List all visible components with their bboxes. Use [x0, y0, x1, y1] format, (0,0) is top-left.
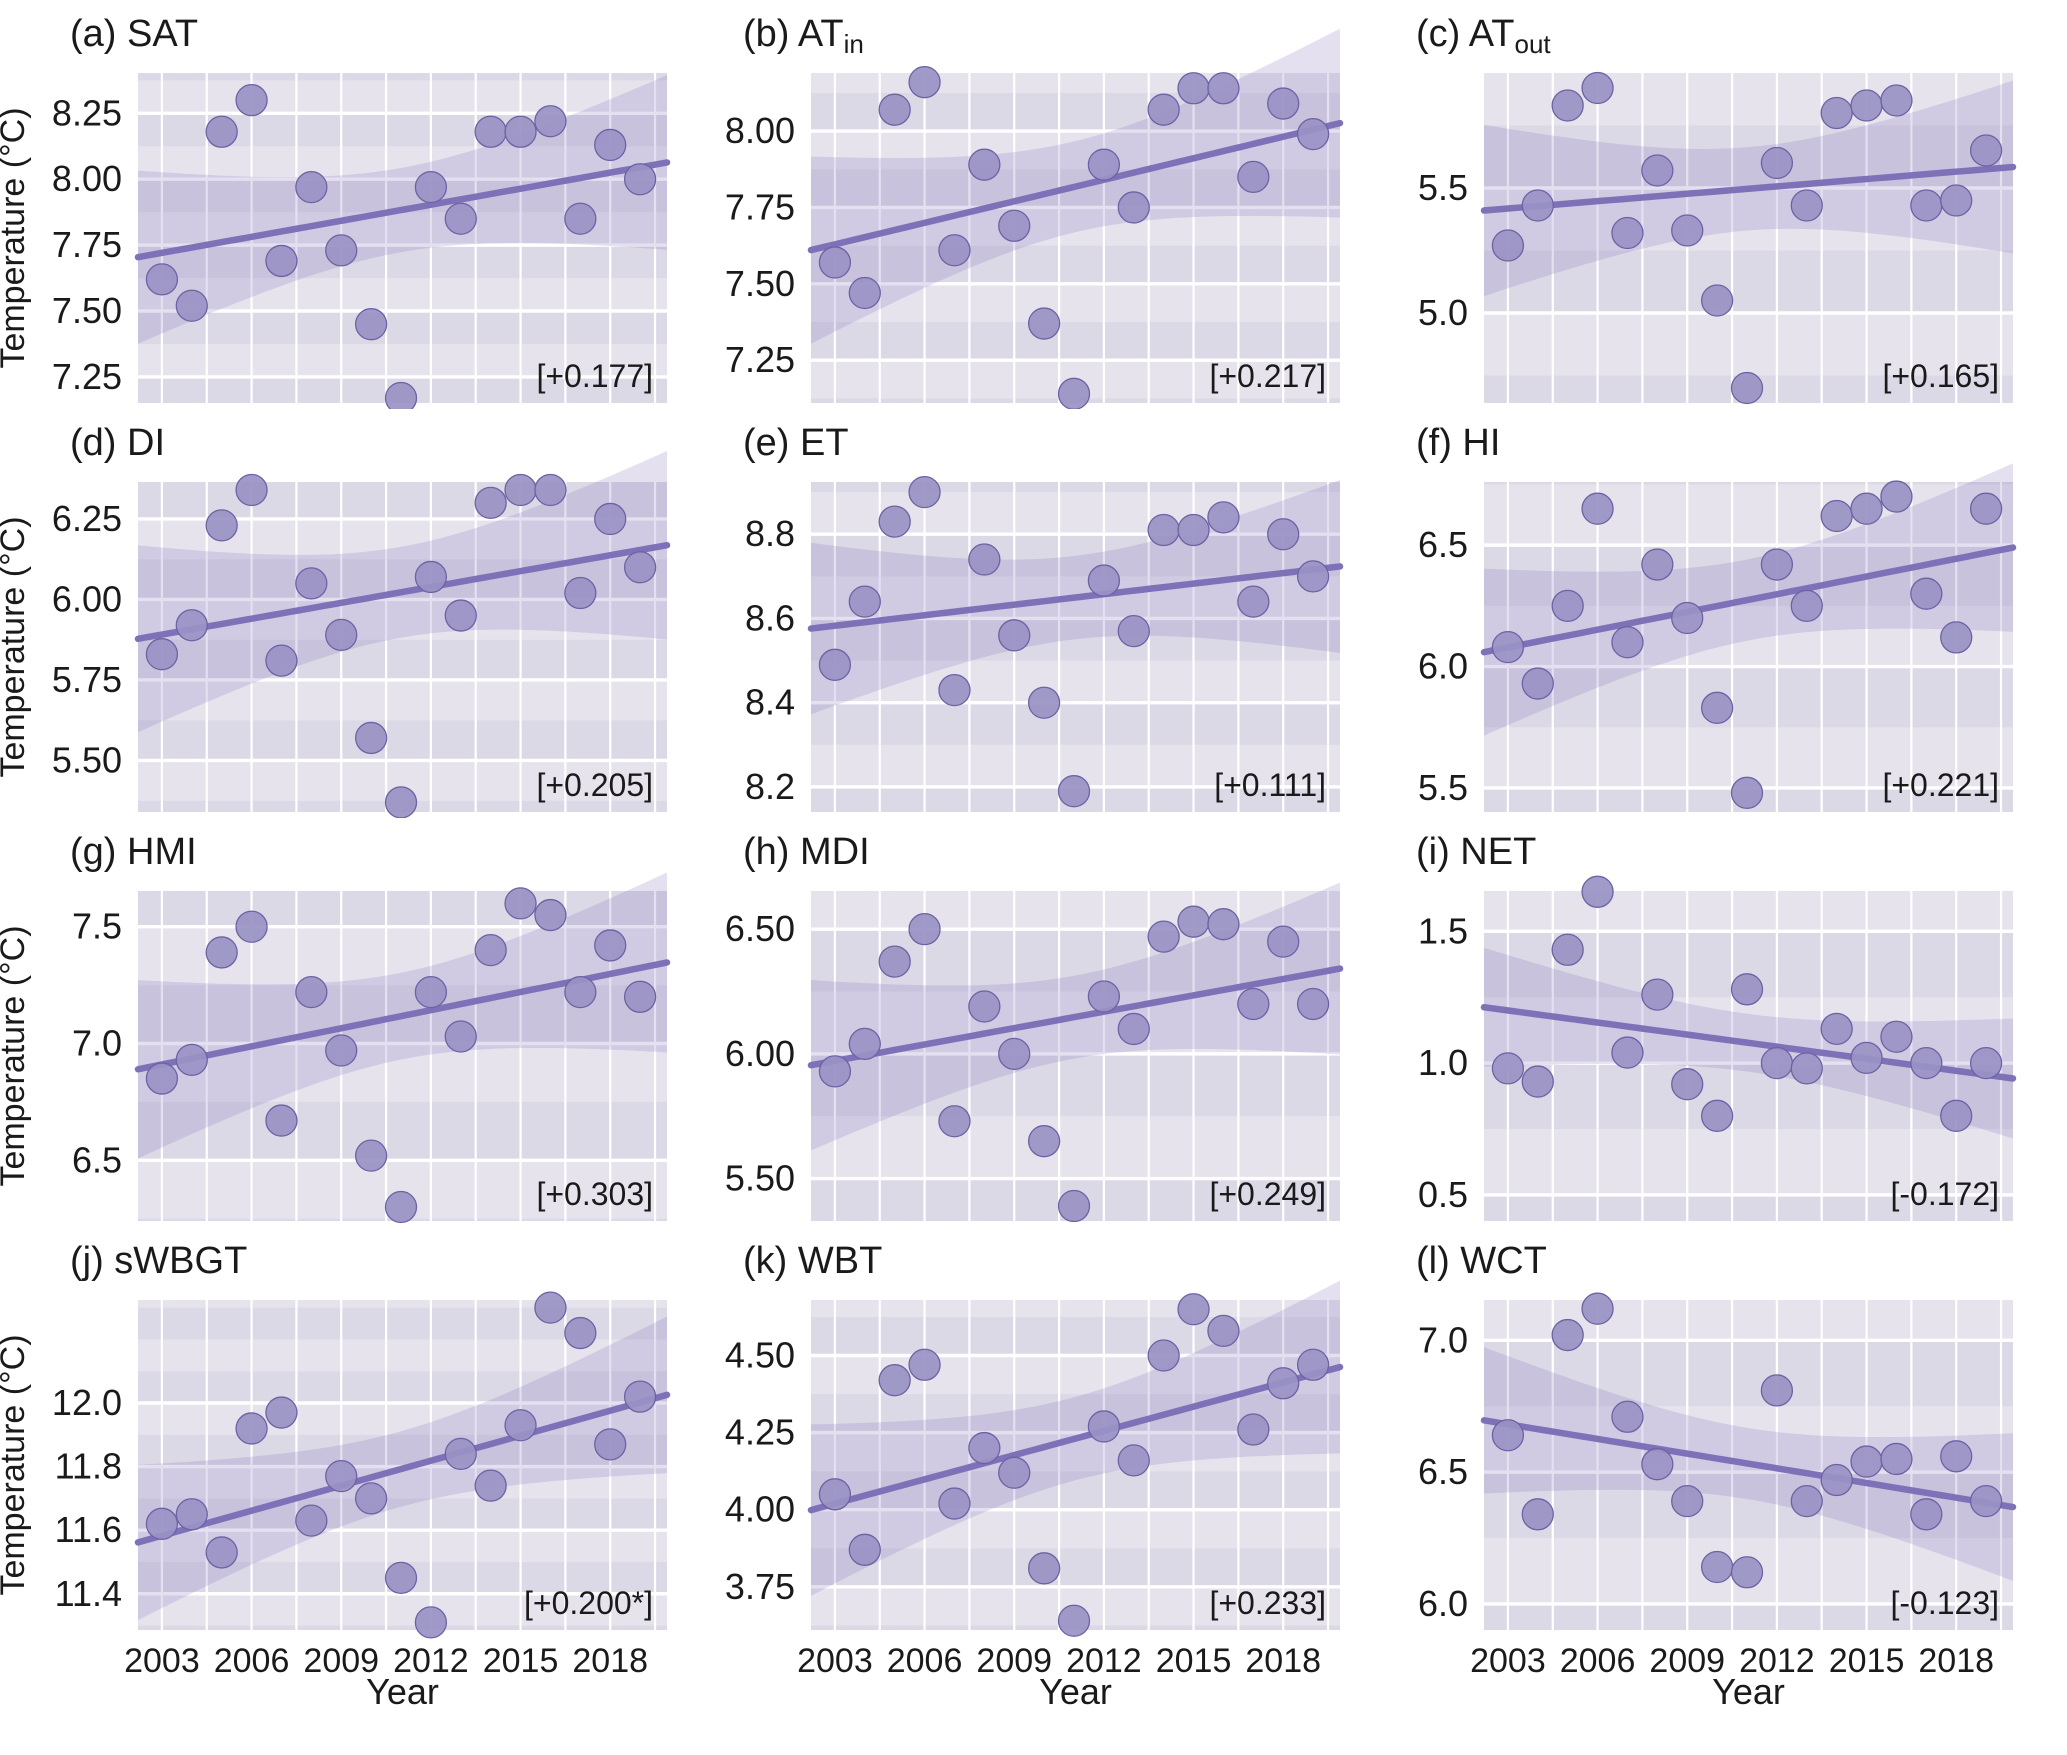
svg-text:8.00: 8.00 [725, 110, 795, 151]
svg-text:Year: Year [366, 1671, 439, 1712]
svg-text:(i) NET: (i) NET [1416, 831, 1536, 873]
svg-text:[+0.217]: [+0.217] [1209, 358, 1326, 394]
svg-text:8.6: 8.6 [745, 597, 795, 638]
svg-text:[+0.177]: [+0.177] [536, 358, 653, 394]
svg-text:(a) SAT: (a) SAT [70, 13, 198, 55]
svg-text:8.25: 8.25 [52, 92, 122, 133]
svg-text:4.00: 4.00 [725, 1489, 795, 1530]
svg-text:Temperature (°C): Temperature (°C) [0, 516, 32, 777]
svg-text:7.25: 7.25 [725, 339, 795, 380]
svg-text:8.2: 8.2 [745, 766, 795, 807]
svg-text:3.75: 3.75 [725, 1566, 795, 1607]
svg-text:2006: 2006 [887, 1642, 963, 1680]
svg-text:5.5: 5.5 [1418, 767, 1468, 808]
svg-text:1.0: 1.0 [1418, 1042, 1468, 1083]
svg-text:(b) ATin: (b) ATin [743, 13, 864, 59]
svg-text:6.00: 6.00 [725, 1033, 795, 1074]
svg-text:8.00: 8.00 [52, 158, 122, 199]
svg-text:Year: Year [1712, 1671, 1785, 1712]
svg-text:(k) WBT: (k) WBT [743, 1240, 882, 1282]
svg-text:6.5: 6.5 [72, 1139, 122, 1180]
svg-text:(g) HMI: (g) HMI [70, 831, 197, 873]
svg-text:2015: 2015 [1156, 1642, 1232, 1680]
svg-text:7.50: 7.50 [725, 263, 795, 304]
svg-text:(f) HI: (f) HI [1416, 422, 1500, 464]
svg-text:6.25: 6.25 [52, 498, 122, 539]
svg-text:6.5: 6.5 [1418, 1451, 1468, 1492]
svg-text:Temperature (°C): Temperature (°C) [0, 1334, 32, 1595]
svg-text:(e) ET: (e) ET [743, 422, 849, 464]
svg-text:2003: 2003 [1470, 1642, 1546, 1680]
svg-text:7.0: 7.0 [72, 1023, 122, 1064]
svg-text:[+0.205]: [+0.205] [536, 767, 653, 803]
svg-text:2006: 2006 [1560, 1642, 1636, 1680]
svg-text:4.25: 4.25 [725, 1412, 795, 1453]
svg-text:2006: 2006 [214, 1642, 290, 1680]
svg-text:(d) DI: (d) DI [70, 422, 165, 464]
svg-text:[+0.249]: [+0.249] [1209, 1176, 1326, 1212]
svg-text:5.50: 5.50 [52, 739, 122, 780]
svg-text:[+0.233]: [+0.233] [1209, 1585, 1326, 1621]
svg-text:[+0.303]: [+0.303] [536, 1176, 653, 1212]
svg-text:5.75: 5.75 [52, 659, 122, 700]
svg-text:[-0.123]: [-0.123] [1890, 1585, 1999, 1621]
svg-text:7.50: 7.50 [52, 290, 122, 331]
svg-text:(c) ATout: (c) ATout [1416, 13, 1551, 59]
svg-text:6.00: 6.00 [52, 578, 122, 619]
svg-text:[+0.221]: [+0.221] [1882, 767, 1999, 803]
svg-text:6.0: 6.0 [1418, 646, 1468, 687]
svg-text:0.5: 0.5 [1418, 1174, 1468, 1215]
svg-text:(h) MDI: (h) MDI [743, 831, 870, 873]
svg-text:12.0: 12.0 [52, 1382, 122, 1423]
svg-text:4.50: 4.50 [725, 1335, 795, 1376]
svg-text:2003: 2003 [797, 1642, 873, 1680]
svg-text:2018: 2018 [572, 1642, 648, 1680]
svg-text:11.4: 11.4 [55, 1573, 122, 1614]
svg-text:7.5: 7.5 [72, 906, 122, 947]
svg-text:(j) sWBGT: (j) sWBGT [70, 1240, 247, 1282]
svg-text:11.6: 11.6 [55, 1509, 122, 1550]
svg-text:Year: Year [1039, 1671, 1112, 1712]
svg-text:5.50: 5.50 [725, 1158, 795, 1199]
svg-text:5.5: 5.5 [1418, 167, 1468, 208]
svg-text:1.5: 1.5 [1418, 910, 1468, 951]
svg-text:2015: 2015 [483, 1642, 559, 1680]
svg-text:8.8: 8.8 [745, 513, 795, 554]
svg-text:7.25: 7.25 [52, 356, 122, 397]
svg-text:6.5: 6.5 [1418, 524, 1468, 565]
svg-text:2015: 2015 [1829, 1642, 1905, 1680]
svg-text:Temperature (°C): Temperature (°C) [0, 925, 32, 1186]
svg-text:11.8: 11.8 [55, 1446, 122, 1487]
svg-text:[+0.111]: [+0.111] [1214, 767, 1326, 803]
svg-text:[-0.172]: [-0.172] [1890, 1176, 1999, 1212]
svg-text:7.75: 7.75 [52, 224, 122, 265]
svg-text:[+0.165]: [+0.165] [1882, 358, 1999, 394]
svg-text:[+0.200*]: [+0.200*] [524, 1585, 653, 1621]
svg-text:(l) WCT: (l) WCT [1416, 1240, 1547, 1282]
svg-text:7.0: 7.0 [1418, 1319, 1468, 1360]
svg-text:8.4: 8.4 [745, 682, 795, 723]
svg-text:5.0: 5.0 [1418, 292, 1468, 333]
svg-text:6.0: 6.0 [1418, 1583, 1468, 1624]
svg-text:2018: 2018 [1245, 1642, 1321, 1680]
svg-text:2018: 2018 [1918, 1642, 1994, 1680]
svg-text:Temperature (°C): Temperature (°C) [0, 107, 32, 368]
svg-text:7.75: 7.75 [725, 186, 795, 227]
svg-text:6.50: 6.50 [725, 908, 795, 949]
svg-text:2003: 2003 [124, 1642, 200, 1680]
